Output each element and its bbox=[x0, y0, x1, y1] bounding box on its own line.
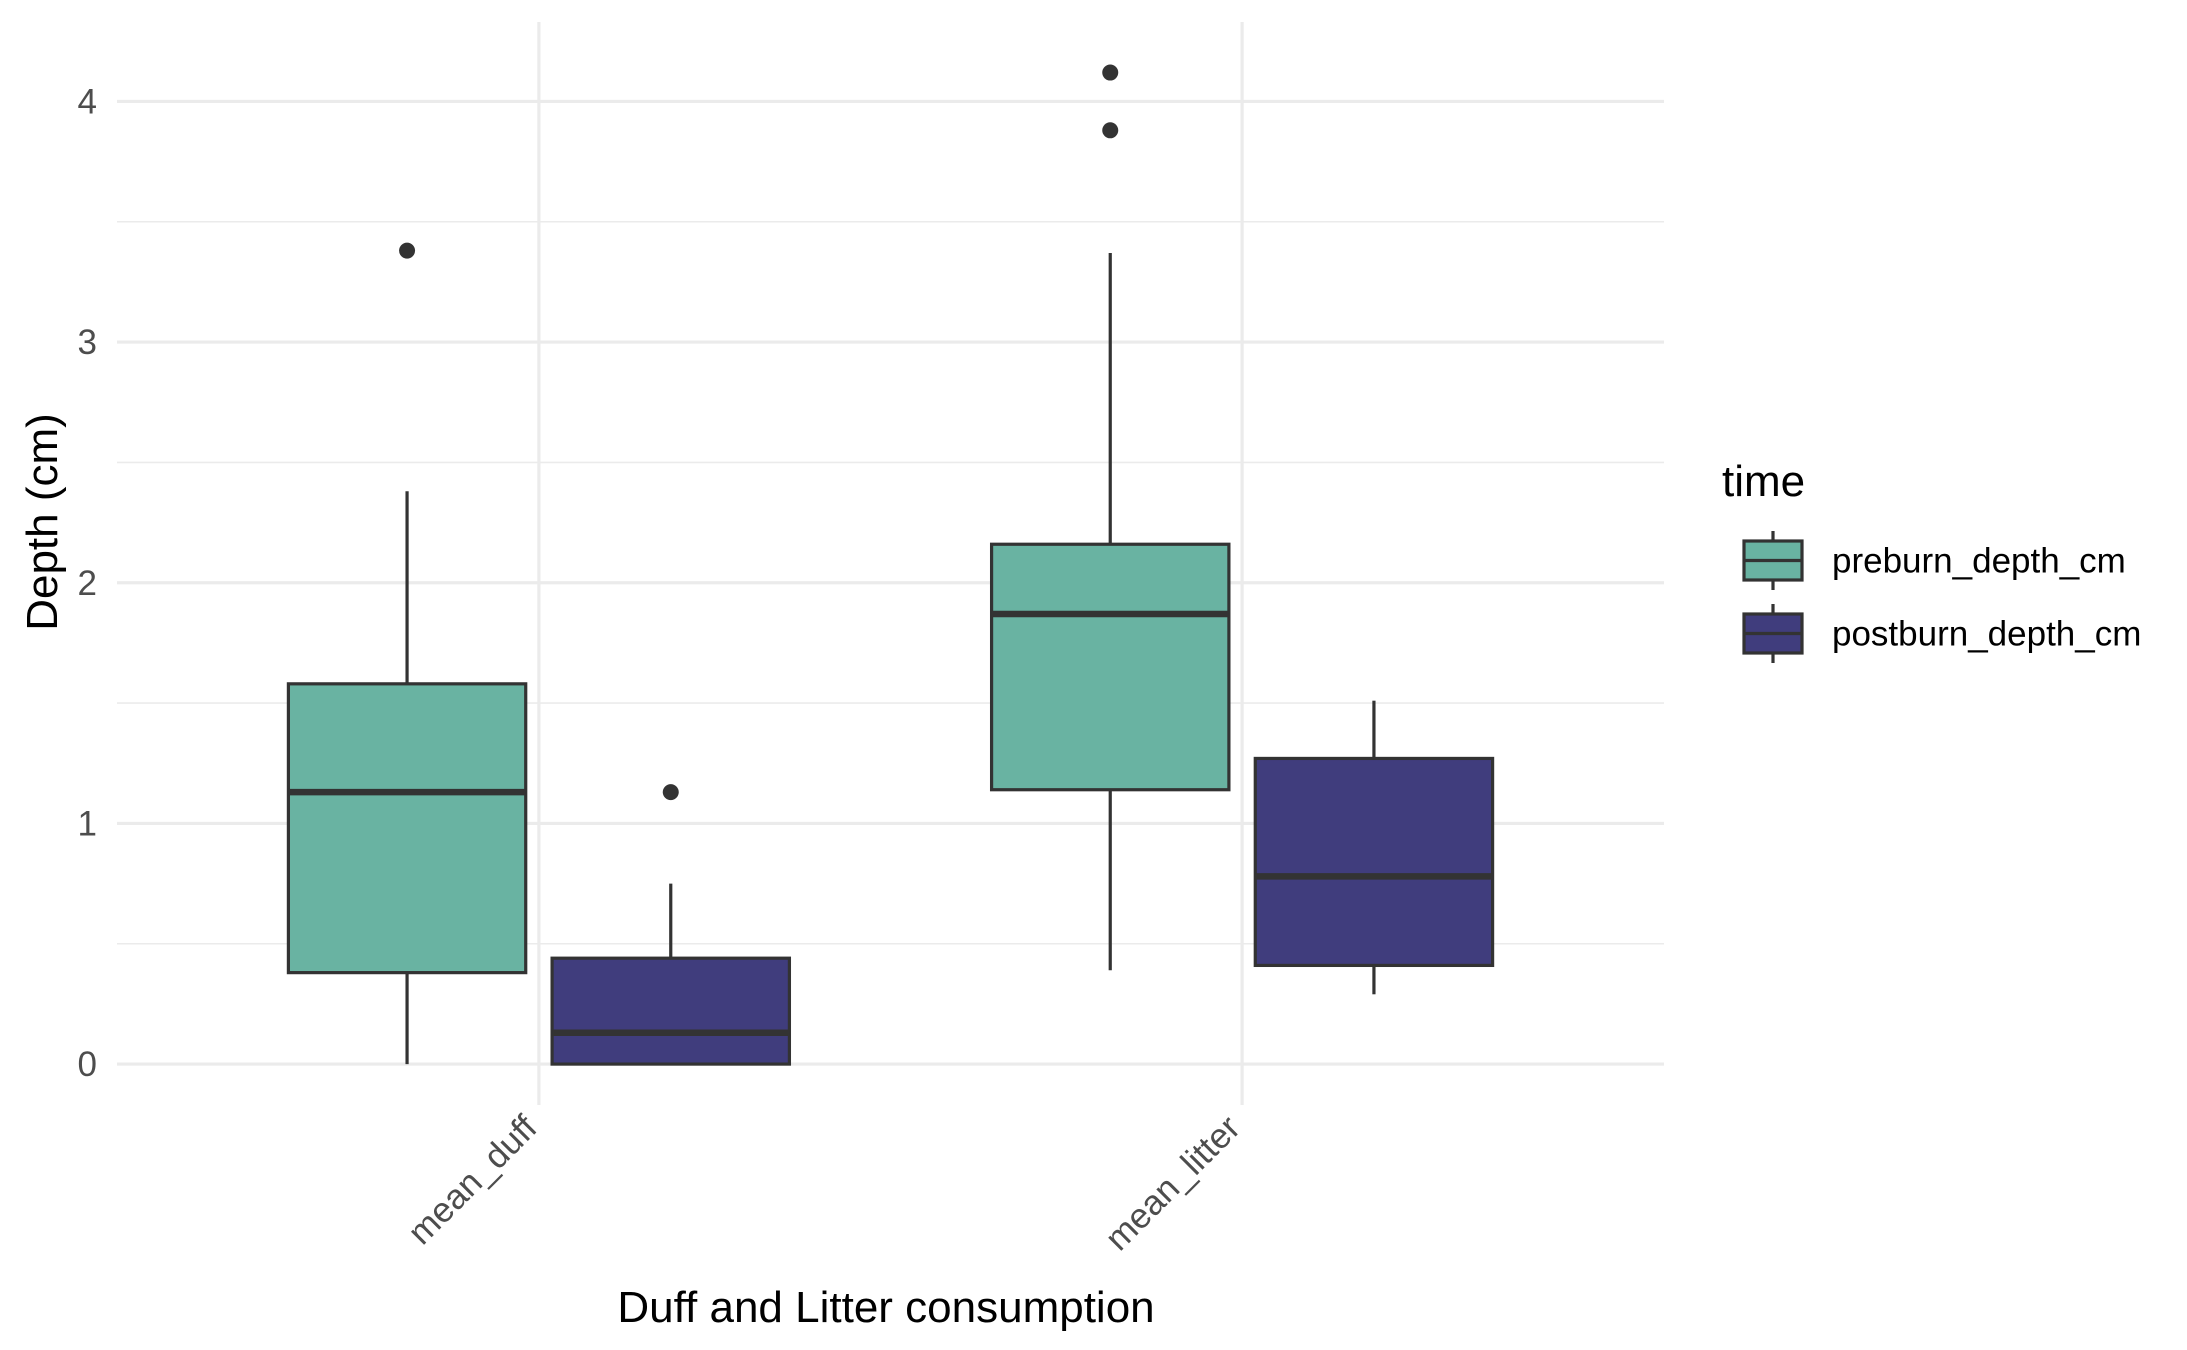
y-tick-label: 3 bbox=[78, 323, 97, 362]
outlier-point bbox=[662, 784, 679, 801]
box-postburn_depth_cm-mean_duff bbox=[550, 784, 792, 1066]
legend-label: postburn_depth_cm bbox=[1832, 615, 2141, 654]
box-preburn_depth_cm-mean_litter bbox=[989, 64, 1231, 971]
x-axis-ticks: mean_duff mean_litter bbox=[400, 1108, 1248, 1258]
iqr-box bbox=[550, 956, 792, 1066]
iqr-box bbox=[286, 682, 528, 975]
box-postburn_depth_cm-mean_litter bbox=[1253, 700, 1495, 995]
outlier-point bbox=[1102, 122, 1119, 139]
y-tick-label: 1 bbox=[78, 804, 97, 843]
outlier-point bbox=[399, 242, 416, 259]
y-tick-label: 4 bbox=[78, 82, 97, 121]
legend-item-postburn_depth_cm: postburn_depth_cm bbox=[1742, 604, 2141, 663]
iqr-box bbox=[989, 542, 1231, 792]
box-preburn_depth_cm-mean_duff bbox=[286, 242, 528, 1065]
boxplot-marks bbox=[286, 64, 1495, 1066]
legend-title: time bbox=[1722, 457, 1805, 506]
x-axis-title: Duff and Litter consumption bbox=[617, 1283, 1154, 1332]
x-tick-label: mean_litter bbox=[1098, 1108, 1248, 1258]
legend: time preburn_depth_cm postburn_depth_cm bbox=[1722, 457, 2141, 663]
legend-label: preburn_depth_cm bbox=[1832, 542, 2126, 581]
iqr-box bbox=[1253, 756, 1495, 968]
y-tick-label: 0 bbox=[78, 1045, 97, 1084]
y-axis-ticks: 0 1 2 3 4 bbox=[78, 82, 97, 1084]
legend-item-preburn_depth_cm: preburn_depth_cm bbox=[1742, 531, 2126, 590]
x-tick-label: mean_duff bbox=[400, 1108, 544, 1252]
outlier-point bbox=[1102, 64, 1119, 81]
y-axis-title: Depth (cm) bbox=[18, 413, 67, 631]
y-tick-label: 2 bbox=[78, 564, 97, 603]
legend-keys: preburn_depth_cm postburn_depth_cm bbox=[1742, 531, 2141, 663]
